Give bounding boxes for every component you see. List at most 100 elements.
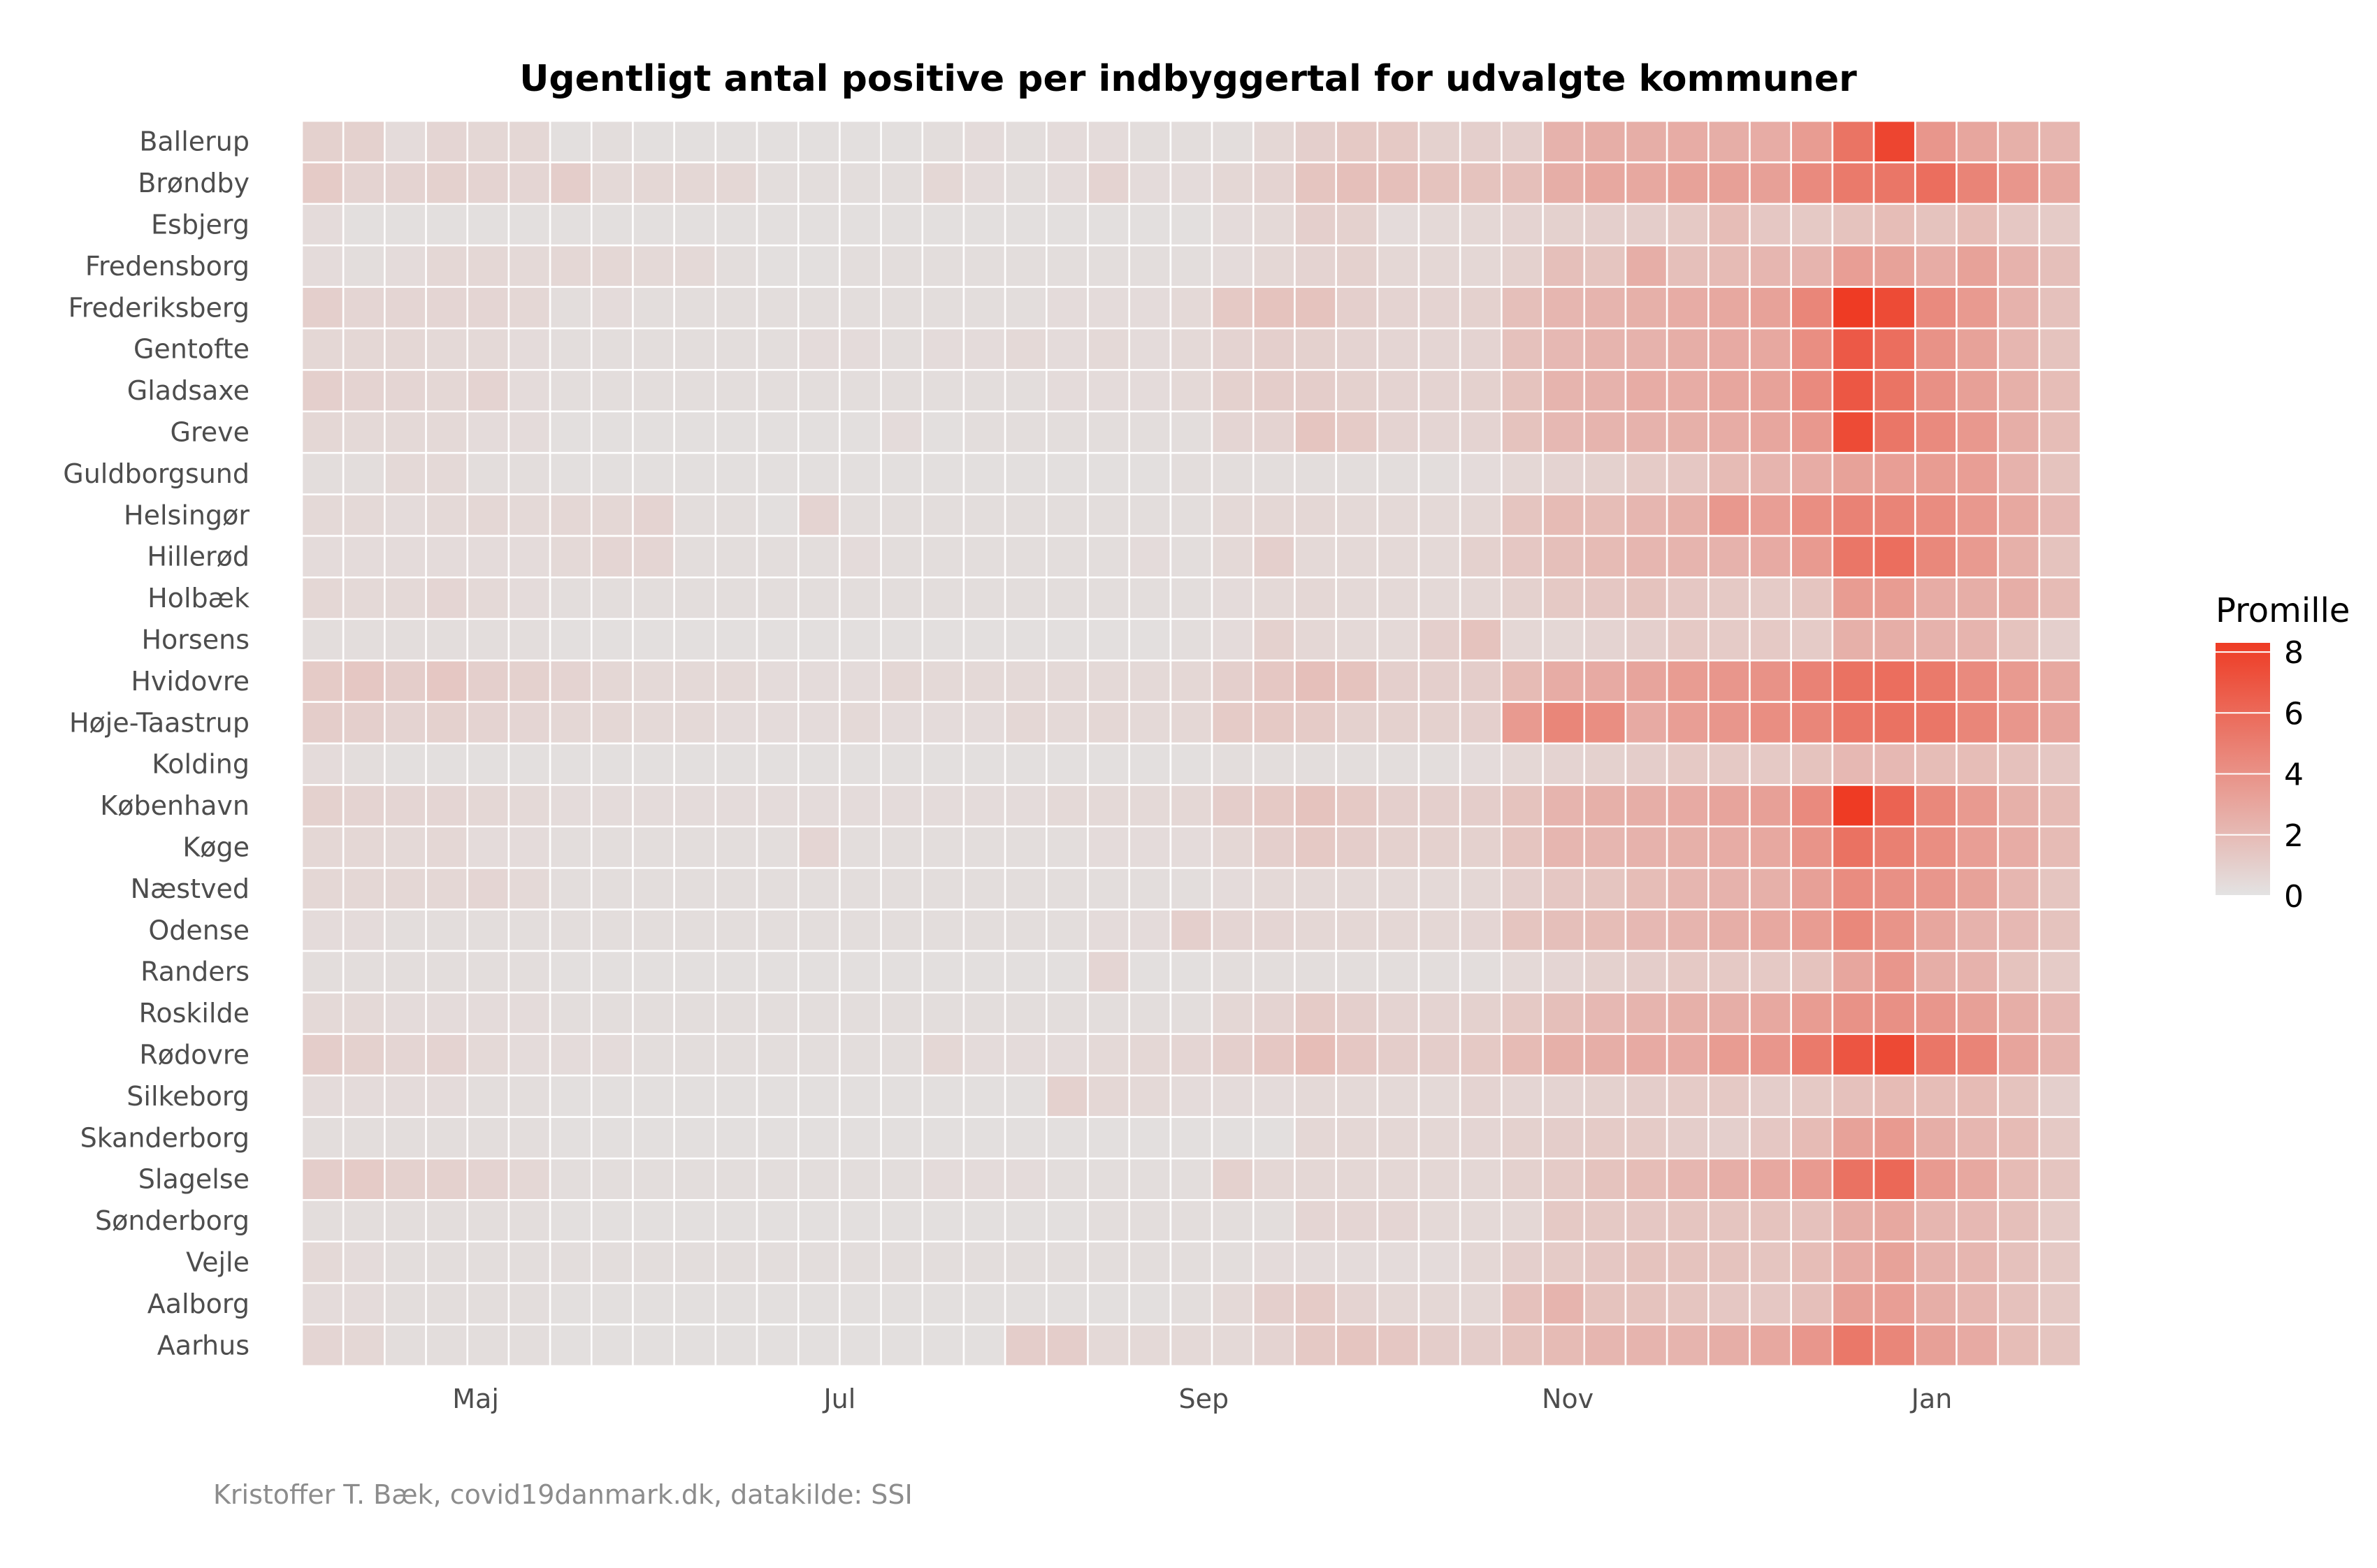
heatmap-cell: [590, 161, 634, 205]
heatmap-cell: [1376, 825, 1420, 869]
heatmap-cell: [1624, 576, 1668, 620]
heatmap-cell: [1831, 410, 1875, 454]
heatmap-cell: [425, 1282, 469, 1326]
heatmap-cell: [1004, 410, 1048, 454]
heatmap-cell: [1956, 618, 1999, 662]
heatmap-cell: [2038, 327, 2082, 371]
heatmap-cell: [1004, 1240, 1048, 1284]
heatmap-cell: [1335, 618, 1379, 662]
heatmap-cell: [1749, 1323, 1793, 1367]
heatmap-cell: [1583, 908, 1627, 952]
heatmap-cell: [797, 1323, 841, 1367]
heatmap-cell: [1087, 244, 1131, 288]
heatmap-cell: [2038, 866, 2082, 910]
heatmap-cell: [1417, 784, 1461, 828]
heatmap-cell: [839, 908, 882, 952]
heatmap-cell: [1128, 1282, 1172, 1326]
heatmap-cell: [1169, 576, 1213, 620]
heatmap-cell: [1790, 203, 1834, 247]
heatmap-cell: [466, 203, 510, 247]
heatmap-cell: [1211, 659, 1255, 703]
heatmap-cell: [1542, 535, 1586, 579]
heatmap-cell: [1004, 1157, 1048, 1201]
y-axis-labels: Ballerup Brøndby Esbjerg Fredensborg Frederi…: [63, 126, 250, 1361]
heatmap-cell: [1046, 161, 1089, 205]
heatmap-cell: [921, 701, 965, 745]
heatmap-cell: [962, 369, 1006, 413]
heatmap-cell: [507, 327, 551, 371]
heatmap-cell: [384, 369, 427, 413]
heatmap-cell: [1211, 866, 1255, 910]
heatmap-cell: [1004, 119, 1048, 164]
heatmap-cell: [962, 1199, 1006, 1243]
heatmap-cell: [1335, 1033, 1379, 1077]
heatmap-cell: [962, 1116, 1006, 1160]
heatmap-cell: [714, 1074, 758, 1118]
heatmap-cell: [1376, 1157, 1420, 1201]
heatmap-cell: [673, 493, 717, 537]
heatmap-cell: [1624, 866, 1668, 910]
heatmap-cell: [1004, 369, 1048, 413]
heatmap-cell: [466, 535, 510, 579]
heatmap-cell: [1294, 992, 1337, 1036]
heatmap-cell: [1046, 825, 1089, 869]
heatmap-cell: [507, 659, 551, 703]
heatmap-cell: [962, 908, 1006, 952]
heatmap-cell: [1624, 286, 1668, 330]
heatmap-cell: [1128, 659, 1172, 703]
heatmap-cell: [301, 161, 345, 205]
heatmap-cell: [921, 1240, 965, 1284]
heatmap-cell: [962, 286, 1006, 330]
heatmap-cell: [1790, 1199, 1834, 1243]
x-tick-label: Sep: [1178, 1384, 1229, 1414]
heatmap-cell: [1997, 203, 2041, 247]
heatmap-cell: [384, 1116, 427, 1160]
heatmap-cell: [1583, 286, 1627, 330]
heatmap-cell: [549, 119, 593, 164]
heatmap-cell: [1376, 866, 1420, 910]
heatmap-cell: [384, 119, 427, 164]
heatmap-cell: [549, 618, 593, 662]
heatmap-cell: [342, 784, 386, 828]
heatmap-cell: [1997, 825, 2041, 869]
heatmap-cell: [1376, 1240, 1420, 1284]
legend-tick-label: 8: [2284, 635, 2304, 671]
heatmap-cell: [756, 1240, 800, 1284]
heatmap-cell: [839, 1116, 882, 1160]
heatmap-cell: [1914, 1157, 1958, 1201]
heatmap-cell: [1666, 1282, 1710, 1326]
heatmap-cell: [1501, 369, 1544, 413]
heatmap-cell: [1459, 908, 1503, 952]
heatmap-cell: [342, 161, 386, 205]
heatmap-cell: [1583, 576, 1627, 620]
heatmap-cell: [880, 1199, 924, 1243]
heatmap-cell: [1914, 1323, 1958, 1367]
heatmap-cell: [549, 742, 593, 786]
heatmap-cell: [1956, 119, 1999, 164]
heatmap-cell: [880, 1074, 924, 1118]
heatmap-cell: [714, 1157, 758, 1201]
heatmap-cell: [2038, 1240, 2082, 1284]
heatmap-cell: [1501, 1157, 1544, 1201]
y-tick-label: Rødovre: [139, 1040, 250, 1070]
heatmap-cell: [549, 161, 593, 205]
heatmap-cell: [1501, 825, 1544, 869]
heatmap-cell: [839, 1033, 882, 1077]
heatmap-cell: [1583, 742, 1627, 786]
y-tick-label: Køge: [182, 832, 250, 863]
heatmap-cell: [301, 1199, 345, 1243]
heatmap-cell: [1252, 244, 1296, 288]
heatmap-cell: [1749, 992, 1793, 1036]
heatmap-cell: [1542, 369, 1586, 413]
heatmap-cell: [1956, 908, 1999, 952]
x-tick-label: Jul: [822, 1384, 855, 1414]
heatmap-cell: [632, 784, 675, 828]
heatmap-cell: [301, 451, 345, 495]
heatmap-cell: [1872, 1199, 1916, 1243]
heatmap-cell: [1004, 866, 1048, 910]
heatmap-cell: [301, 576, 345, 620]
heatmap-cell: [1459, 535, 1503, 579]
heatmap-cell: [1417, 950, 1461, 994]
heatmap-cell: [549, 992, 593, 1036]
heatmap-cell: [1128, 992, 1172, 1036]
